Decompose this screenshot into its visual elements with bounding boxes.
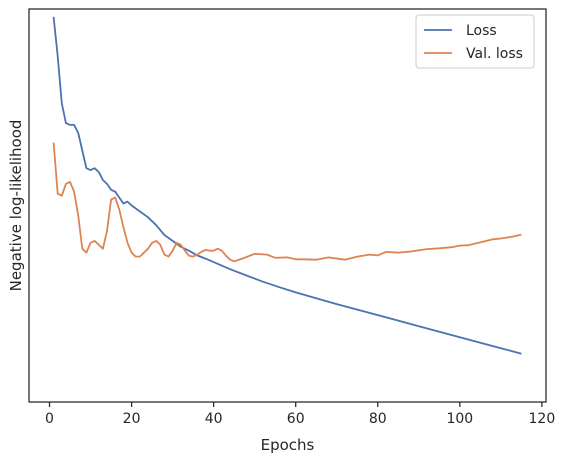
legend-box: [415, 14, 535, 69]
legend-label-loss: Loss: [466, 23, 497, 39]
series-line-val-loss: [52, 142, 522, 263]
x-axis-label: Epochs: [261, 436, 315, 454]
x-tick-label: 0: [45, 411, 54, 427]
x-tick-label: 120: [529, 411, 556, 427]
x-tick-label: 20: [123, 411, 141, 427]
x-tick-label: 40: [205, 411, 223, 427]
series-line-loss: [52, 16, 522, 355]
axis-ticks: 0 20 40 60 80 100 120: [45, 402, 555, 427]
series-lines: [52, 16, 522, 355]
legend-label-val-loss: Val. loss: [466, 46, 523, 62]
plot-frame: [28, 8, 547, 403]
x-tick-label: 60: [287, 411, 305, 427]
y-axis-label: Negative log-likelihood: [7, 120, 25, 292]
x-tick-label: 80: [369, 411, 387, 427]
x-tick-label: 100: [446, 411, 473, 427]
legend: Loss Val. loss: [415, 14, 535, 69]
